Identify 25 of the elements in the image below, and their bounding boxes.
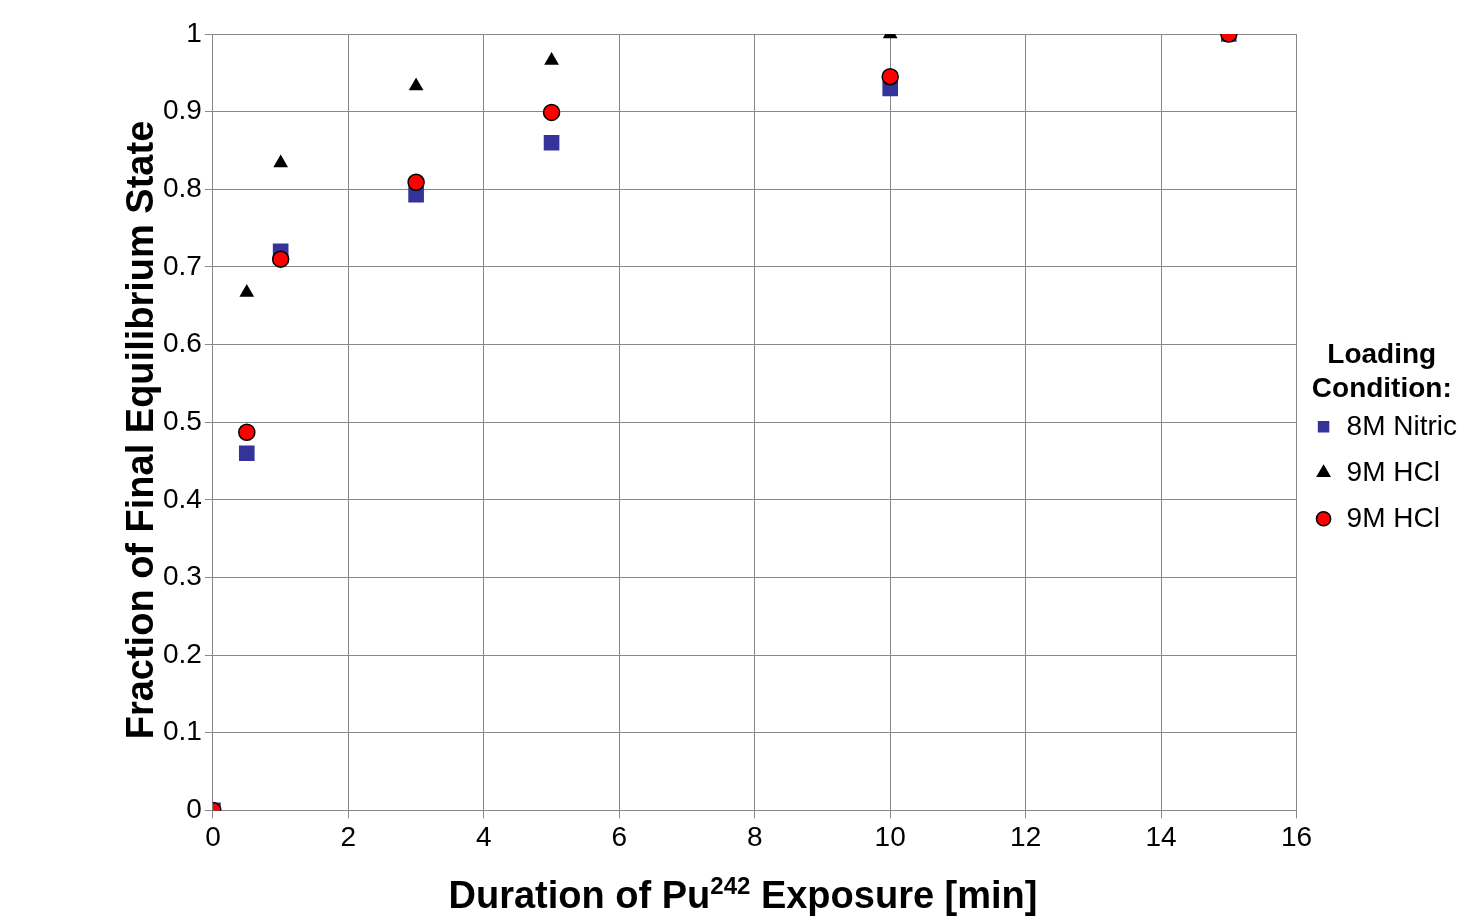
x-tick-label: 6	[611, 820, 628, 852]
x-tick-label: 16	[1280, 820, 1313, 852]
legend-title: Loading Condition:	[1311, 337, 1452, 403]
y-tick-label: 0.5	[162, 404, 202, 436]
legend-label: 9M HCl	[1346, 455, 1440, 487]
y-tick-label: 0	[186, 793, 202, 825]
x-axis-title: Duration of Pu$^{242}$ Exposure [min]	[447, 872, 1039, 917]
y-axis-title: Fraction of Final Equilibrium State	[118, 120, 162, 740]
y-tick-label: 0.1	[162, 715, 202, 747]
x-tick-label: 14	[1145, 820, 1177, 852]
y-tick-label: 0.9	[162, 94, 202, 126]
y-tick-label: 0.8	[162, 172, 202, 203]
x-tick-label: 10	[874, 820, 906, 852]
x-tick-label: 12	[1010, 820, 1042, 852]
y-tick-label: 0.7	[162, 249, 202, 281]
y-tick-label: 1	[186, 16, 202, 48]
x-tick-label: 2	[340, 820, 357, 852]
y-tick-label: 0.3	[162, 560, 202, 592]
y-tick-label: 0.4	[162, 482, 202, 514]
x-tick-label: 8	[746, 820, 763, 852]
y-tick-label: 0.6	[162, 327, 202, 359]
legend-label: 8M Nitric	[1346, 409, 1458, 441]
legend-label: 9M HCl	[1346, 501, 1440, 533]
x-tick-label: 4	[476, 820, 492, 852]
y-tick-label: 0.2	[162, 637, 202, 669]
